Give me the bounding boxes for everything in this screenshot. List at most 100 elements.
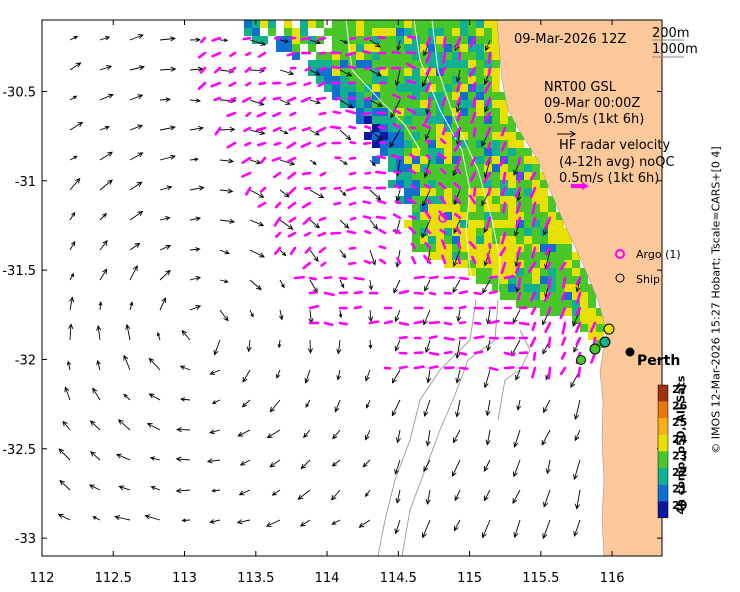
sla-arrow xyxy=(159,297,167,311)
sst-pixel xyxy=(556,236,564,244)
radar-arrow xyxy=(287,186,297,196)
sst-pixel xyxy=(460,84,468,92)
sla-arrow xyxy=(279,279,285,289)
sst-pixel xyxy=(372,28,380,36)
radar-arrow xyxy=(300,36,312,41)
sst-pixel xyxy=(476,36,484,44)
radar-arrow xyxy=(227,96,237,103)
radar-arrow xyxy=(441,126,447,136)
sla-arrow xyxy=(189,305,202,311)
sst-pixel xyxy=(508,292,516,300)
sst-pixel xyxy=(396,140,404,148)
sst-pixel xyxy=(492,164,500,172)
sst-pixel xyxy=(588,284,596,292)
radar-arrow xyxy=(286,141,297,149)
sla-arrow xyxy=(297,489,311,500)
sla-arrow xyxy=(279,129,289,135)
radar-arrow xyxy=(468,194,477,205)
sst-pixel xyxy=(436,68,444,76)
sst-pixel xyxy=(516,204,524,212)
radar-arrow xyxy=(577,366,582,378)
sla-arrow xyxy=(129,94,144,101)
sst-pixel xyxy=(444,100,452,108)
radar-arrow xyxy=(531,246,537,259)
sst-pixel xyxy=(444,28,452,36)
sst-pixel xyxy=(476,156,484,164)
sst-pixel xyxy=(452,140,460,148)
radar-arrow xyxy=(453,141,462,152)
sst-pixel xyxy=(476,164,484,172)
sla-arrow xyxy=(424,129,431,141)
radar-arrow xyxy=(453,181,462,190)
sst-pixel xyxy=(508,196,516,204)
radar-arrow xyxy=(364,229,372,235)
radar-arrow xyxy=(398,321,410,326)
radar-arrow xyxy=(455,81,462,93)
sst-pixel xyxy=(484,116,492,124)
sst-pixel xyxy=(324,28,332,36)
sla-arrow xyxy=(364,369,371,382)
sst-pixel xyxy=(348,60,356,68)
sla-arrow xyxy=(279,249,287,257)
sst-pixel xyxy=(420,52,428,60)
sst-pixel xyxy=(420,220,428,228)
radar-arrow xyxy=(377,125,387,130)
sst-pixel xyxy=(428,220,436,228)
sla-arrow xyxy=(278,309,284,321)
sst-pixel xyxy=(460,228,468,236)
sla-arrow xyxy=(545,459,551,475)
sla-arrow xyxy=(129,124,144,131)
sst-pixel xyxy=(372,124,380,132)
sst-pixel xyxy=(468,236,476,244)
sst-pixel xyxy=(484,244,492,252)
sst-pixel xyxy=(396,60,404,68)
radar-arrow xyxy=(453,126,462,138)
radar-arrow xyxy=(559,366,567,376)
radar-arrow xyxy=(543,291,552,302)
sst-pixel xyxy=(492,132,500,140)
sla-arrow xyxy=(148,357,161,371)
sst-pixel xyxy=(524,252,532,260)
radar-arrow xyxy=(256,126,267,132)
radar-arrow xyxy=(273,216,282,227)
sst-pixel xyxy=(524,244,532,252)
sst-pixel xyxy=(500,92,508,100)
sst-pixel xyxy=(556,292,564,300)
sla-arrow xyxy=(451,459,461,478)
sst-pixel xyxy=(420,212,428,220)
x-tick-label: 112 xyxy=(30,571,55,586)
radar-arrow xyxy=(487,66,492,77)
radar-arrow xyxy=(391,154,402,160)
perth-marker xyxy=(625,347,635,357)
sst-pixel xyxy=(268,28,276,36)
sla-arrow xyxy=(369,249,377,266)
sst-pixel xyxy=(404,172,412,180)
radar-arrow xyxy=(487,141,492,151)
sst-pixel xyxy=(412,148,420,156)
radar-arrow xyxy=(424,139,432,145)
sst-pixel xyxy=(468,132,476,140)
sst-pixel xyxy=(548,260,556,268)
sst-pixel xyxy=(420,100,428,108)
sst-pixel xyxy=(476,132,484,140)
sst-pixel xyxy=(436,116,444,124)
radar-arrow xyxy=(458,290,469,295)
axis-ticks: 112 112.5 113 113.5 114 114.5 115 115.5 116 -30.5… xyxy=(2,20,662,586)
sst-pixel xyxy=(436,236,444,244)
sst-pixel xyxy=(484,92,492,100)
sla-arrow xyxy=(482,279,491,294)
sst-pixel xyxy=(420,44,428,52)
radar-arrow xyxy=(293,275,306,280)
radar-arrow xyxy=(393,170,402,175)
sst-pixel xyxy=(476,124,484,132)
sst-pixel xyxy=(524,260,532,268)
radar-arrow xyxy=(303,231,312,237)
sst-pixel xyxy=(332,76,340,84)
sst-pixel xyxy=(380,84,388,92)
sst-pixel xyxy=(404,156,412,164)
sst-pixel xyxy=(476,228,484,236)
radar-arrow xyxy=(378,228,387,235)
radar-arrow xyxy=(485,126,492,138)
radar-arrow xyxy=(440,66,447,75)
sla-arrow xyxy=(189,37,201,43)
